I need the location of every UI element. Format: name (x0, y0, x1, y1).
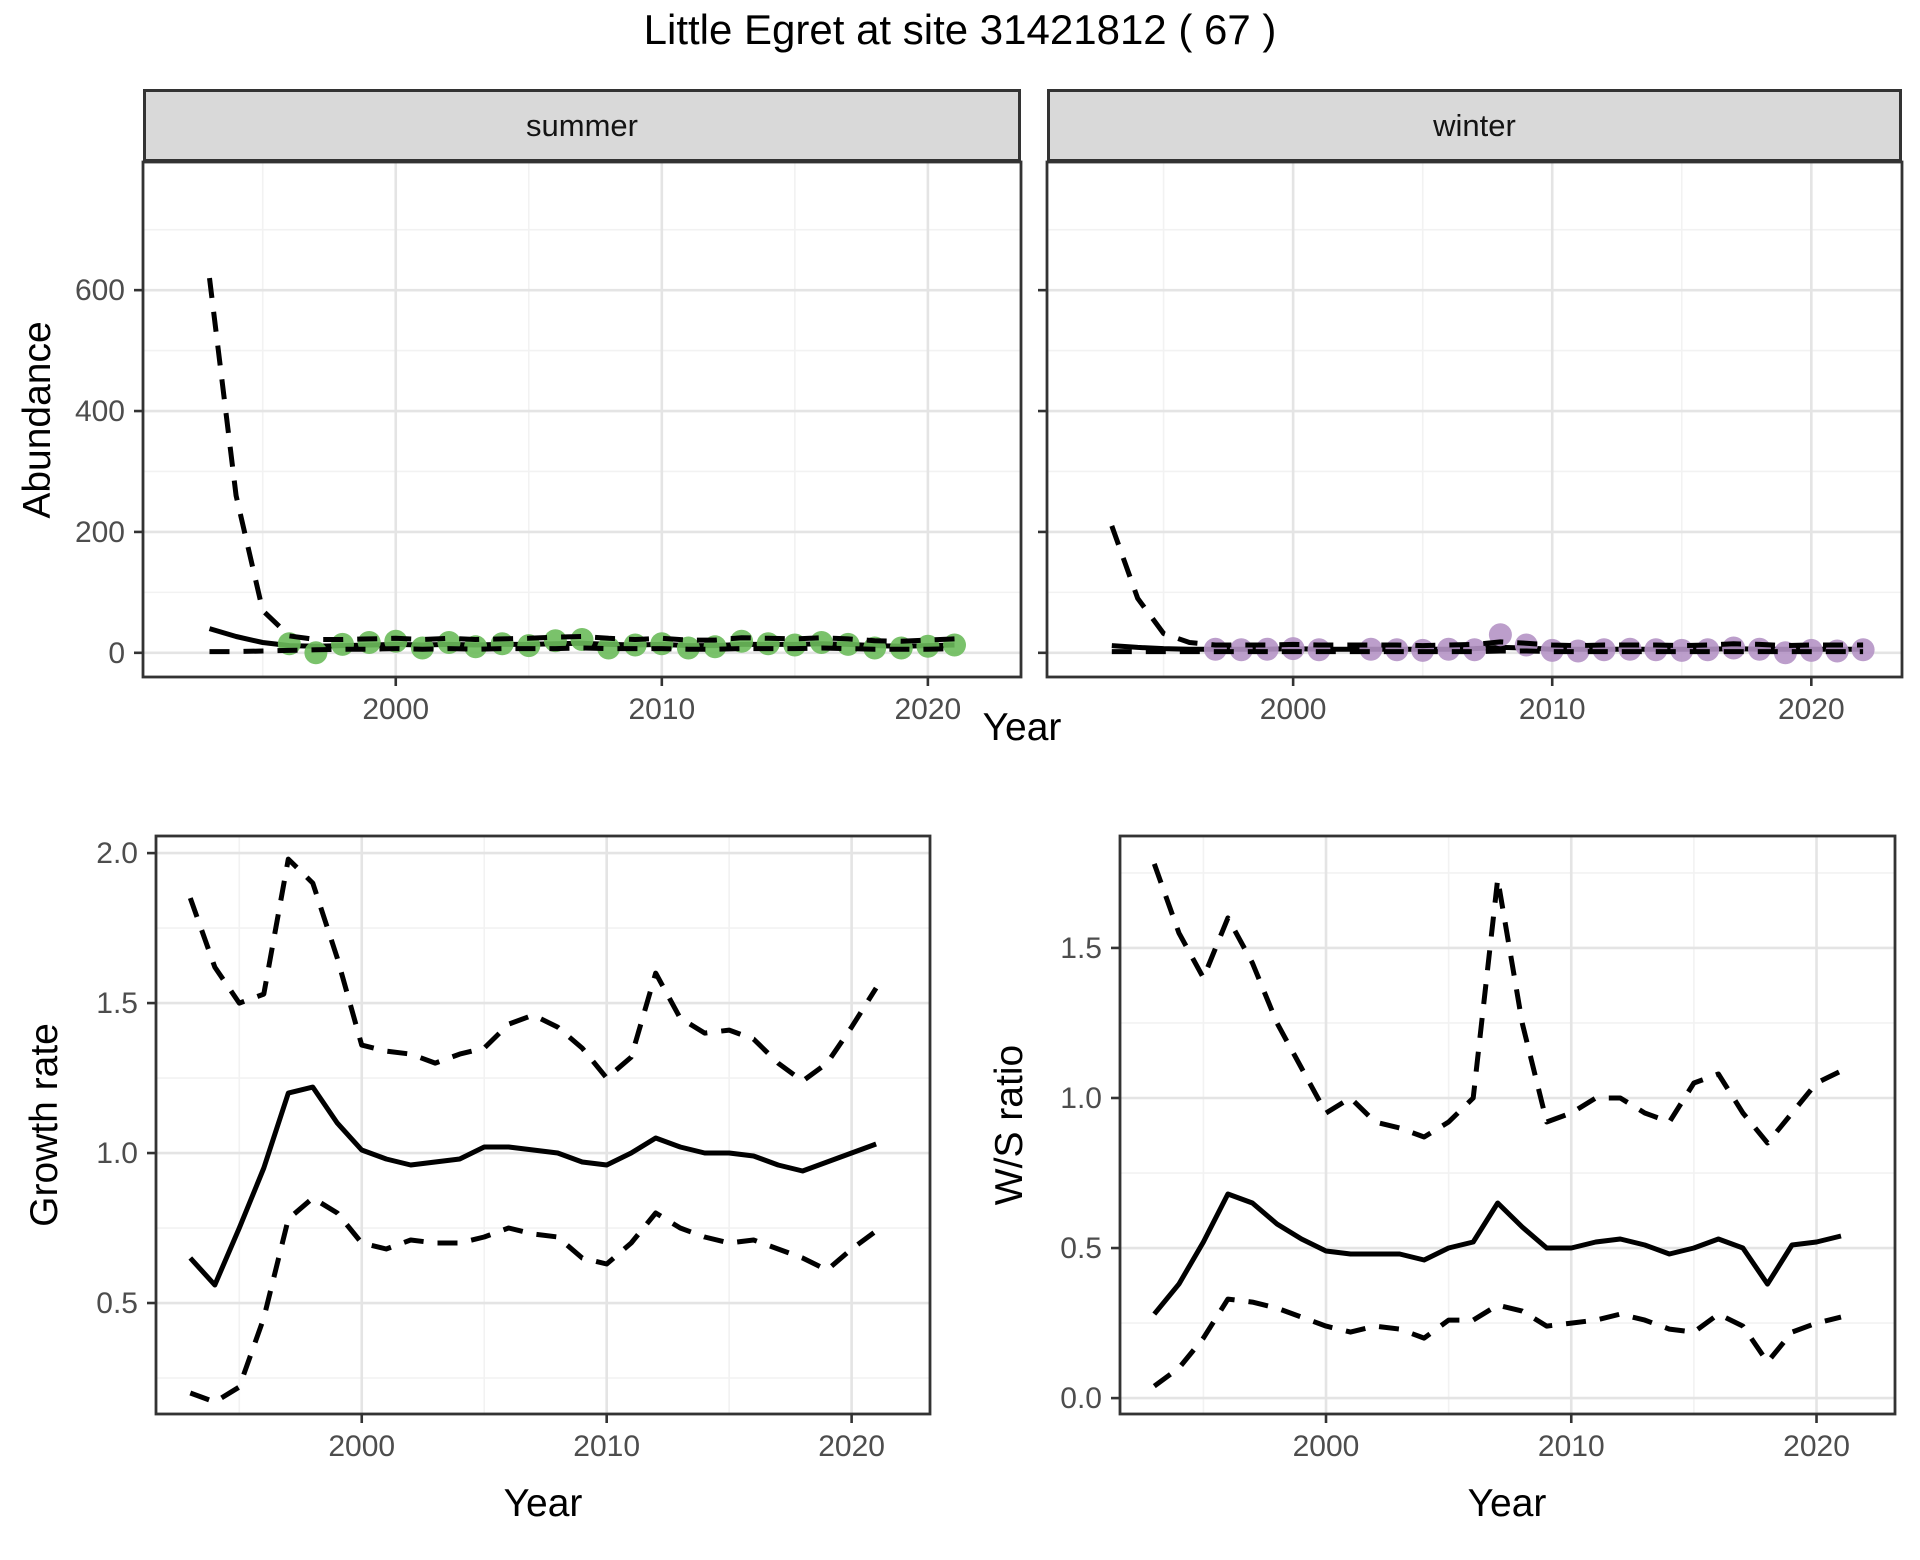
svg-text:2000: 2000 (1260, 693, 1327, 726)
svg-text:1.5: 1.5 (96, 987, 138, 1020)
svg-text:2020: 2020 (818, 1430, 885, 1463)
abundance_summer-point (570, 628, 594, 651)
abundance_winter-lower-ci-line (1111, 648, 1864, 655)
facet-strip-summer: summer (143, 89, 1021, 162)
y-axis-title-abundance: Abundance (16, 321, 59, 519)
svg-text:2010: 2010 (1538, 1430, 1605, 1463)
y-axis-title-ws-ratio: W/S ratio (988, 1044, 1031, 1206)
svg-text:0.0: 0.0 (1060, 1382, 1102, 1415)
x-axis-title-year-growth: Year (503, 1482, 583, 1525)
x-axis-title-year-top: Year (982, 706, 1062, 749)
panel-abundance_winter: 2000 2010 2020 (1038, 160, 1904, 726)
abundance_winter-point (1281, 637, 1305, 661)
y-axis-title-growth-rate: Growth rate (23, 1023, 66, 1227)
svg-text:2000: 2000 (1293, 1430, 1360, 1463)
svg-text:2000: 2000 (328, 1430, 395, 1463)
svg-text:1.5: 1.5 (1060, 932, 1102, 965)
svg-text:600: 600 (75, 274, 125, 307)
svg-text:2.0: 2.0 (96, 837, 138, 870)
svg-text:200: 200 (75, 516, 125, 549)
ws_ratio-mean-line (1152, 1191, 1842, 1316)
abundance_summer-point (650, 632, 674, 656)
abundance_winter-upper-ci-line (1109, 525, 1864, 649)
abundance_winter-point (1566, 639, 1590, 663)
svg-text:0.5: 0.5 (96, 1287, 138, 1320)
abundance_winter-point (1722, 636, 1746, 660)
facet-strip-winter-label: winter (1433, 107, 1516, 143)
svg-text:1.0: 1.0 (96, 1137, 138, 1170)
svg-text:2000: 2000 (362, 693, 429, 726)
svg-text:2010: 2010 (1519, 693, 1586, 726)
abundance_summer-point (597, 636, 621, 660)
svg-text:400: 400 (75, 395, 125, 428)
svg-text:2010: 2010 (628, 693, 695, 726)
svg-text:0: 0 (108, 637, 125, 670)
panel-abundance_summer: 2000 2010 2020 0 200 400 600 (75, 160, 1023, 726)
svg-text:2020: 2020 (1783, 1430, 1850, 1463)
abundance_summer-point (490, 632, 514, 656)
abundance_summer-point (304, 641, 328, 665)
x-axis-title-year-ws: Year (1467, 1482, 1547, 1525)
panel-ws_ratio: 2000 2010 2020 0.0 0.5 1.0 1.5 (1060, 834, 1897, 1463)
growth_rate-upper-ci-line (187, 856, 879, 1084)
abundance_summer-lower-ci-line (209, 645, 955, 655)
growth_rate-mean-line (188, 1084, 877, 1288)
svg-text:2020: 2020 (895, 693, 962, 726)
facet-strip-winter: winter (1047, 89, 1902, 162)
abundance_summer-point (756, 632, 780, 656)
ws_ratio-lower-ci-line (1152, 1296, 1842, 1389)
panel-growth_rate: 2000 2010 2020 0.5 1.0 1.5 2.0 (96, 834, 932, 1463)
chart-title: Little Egret at site 31421812 ( 67 ) (643, 6, 1277, 53)
svg-text:1.0: 1.0 (1060, 1082, 1102, 1115)
svg-text:0.5: 0.5 (1060, 1232, 1102, 1265)
svg-text:2010: 2010 (573, 1430, 640, 1463)
abundance_summer-point (916, 634, 940, 658)
svg-text:2020: 2020 (1778, 693, 1845, 726)
growth_rate-lower-ci-line (189, 1195, 878, 1405)
ws_ratio-upper-ci-line (1151, 863, 1843, 1146)
abundance_summer-upper-ci-line (207, 277, 955, 644)
facet-strip-summer-label: summer (526, 107, 638, 143)
abundance_summer-point (331, 632, 354, 656)
